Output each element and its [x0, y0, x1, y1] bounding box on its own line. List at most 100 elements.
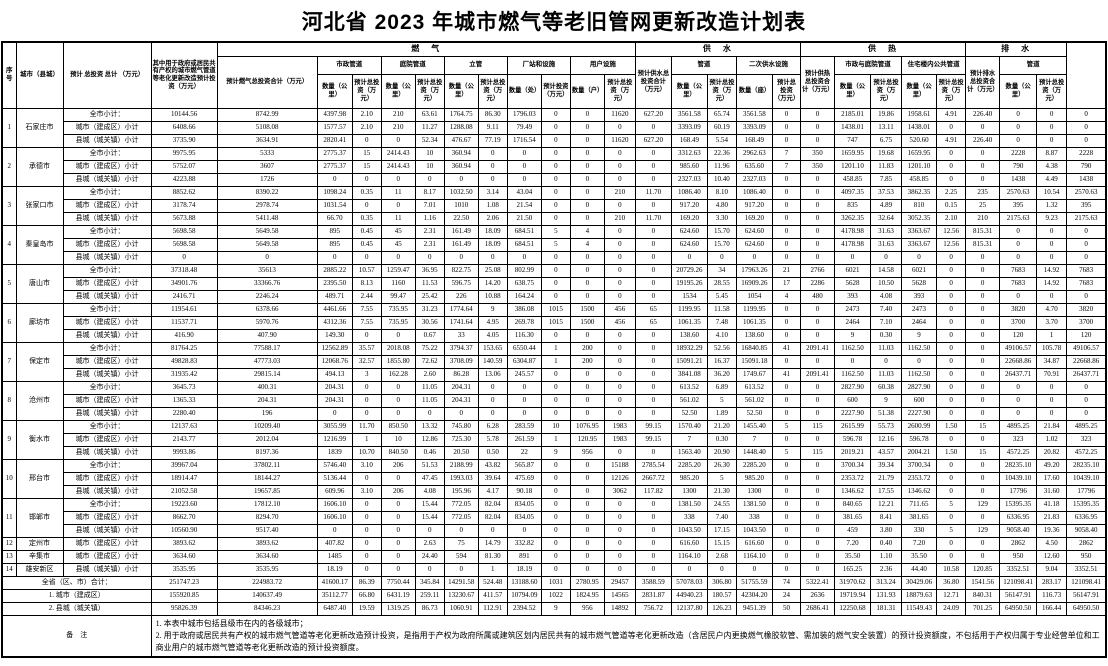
cell-value: 790 — [1066, 159, 1107, 174]
cell-value: 624.60 — [735, 237, 773, 252]
cell-row-label: 县城（城关镇）小计 — [62, 172, 152, 187]
header-group-drainage: 排 水 — [965, 41, 1068, 57]
cell-value: 0 — [771, 523, 801, 538]
cell-value: 0 — [477, 406, 508, 421]
cell-value: 0 — [965, 159, 1001, 174]
cell-value: 3535.95 — [216, 562, 318, 577]
cell-value: 456 — [603, 315, 636, 330]
cell-value: 77588.17 — [216, 341, 318, 356]
cell-value: 2.31 — [414, 224, 445, 239]
cell-value: 1199.95 — [670, 302, 708, 317]
cell-value: 4097.35 — [833, 185, 872, 200]
cell-value: 0 — [540, 276, 571, 291]
cell-value: 0 — [316, 250, 353, 265]
cell-value: 0 — [799, 354, 836, 369]
cell-value: 480 — [799, 289, 836, 304]
cell-value: 0 — [603, 406, 636, 421]
cell-value: 25.08 — [477, 263, 508, 278]
cell-value: 180.57 — [706, 588, 737, 603]
table-row: 2 承德市 全市小计： 9975.95 5333 2775.37 15 2414.43 10 36… — [1, 146, 1107, 187]
cell-value: 8852.62 — [150, 185, 218, 200]
cell-value: 4397.98 — [316, 107, 353, 122]
cell-value: 0 — [1036, 289, 1068, 304]
cell-value: 269.78 — [506, 315, 542, 330]
cell-value: 0 — [603, 120, 636, 135]
cell-value: 0 — [477, 146, 508, 161]
cell-value: 18932.29 — [670, 341, 708, 356]
cell-value: 15395.35 — [999, 497, 1038, 512]
cell-value: 3700.34 — [833, 458, 872, 473]
cell-value: 6378.66 — [216, 302, 318, 317]
cell-value: 210 — [603, 211, 636, 226]
cell-value: 9.11 — [477, 120, 508, 135]
cell-value: 0 — [771, 185, 801, 200]
cell-value: 29815.14 — [216, 367, 318, 382]
header-heat-inv: 预计总投资（万元） — [936, 73, 967, 109]
cell-value: 0 — [936, 146, 967, 161]
cell-value: 4312.36 — [316, 315, 353, 330]
cell-value: 735.95 — [380, 315, 416, 330]
cell-value: 8.41 — [870, 510, 903, 525]
cell-value: 701.25 — [965, 601, 1001, 616]
cell-value: 772.05 — [443, 510, 479, 525]
cell-value: 0 — [936, 536, 967, 551]
table-row: 6 廊坊市 全市小计： 11954.61 6378.66 4461.66 7.55 735.9… — [1, 302, 1107, 343]
cell-value: 0 — [936, 341, 967, 356]
cell-value: 11620 — [603, 107, 636, 122]
cell-city: 廊坊市 — [15, 302, 64, 343]
cell-value: 19.36 — [1036, 523, 1068, 538]
cell-value: 195.96 — [443, 484, 479, 499]
cell-value: 725.30 — [443, 432, 479, 447]
cell-value: 0 — [569, 211, 605, 226]
cell-value: 1086.40 — [735, 185, 773, 200]
cell-value: 3.14 — [477, 185, 508, 200]
cell-value: 3700 — [999, 315, 1038, 330]
cell-value: 0 — [603, 224, 636, 239]
cell-value: 65.74 — [706, 107, 737, 122]
table-row: 城市（建成区）小计 5698.58 5649.58 895 0.45 45 2.31 161.… — [2, 237, 1107, 252]
cell-value: 1 — [540, 354, 571, 369]
cell-value: 1346.62 — [833, 484, 872, 499]
cell-value: 0 — [771, 471, 801, 486]
cell-value: 36.95 — [414, 263, 445, 278]
cell-value: 338 — [670, 510, 708, 525]
cell-value: 0 — [799, 328, 836, 343]
cell-value: 169.20 — [735, 211, 773, 226]
cell-value: 6431.19 — [380, 588, 416, 603]
header-gas-sub: 立管 — [443, 55, 508, 75]
cell-value: 24 — [771, 588, 801, 603]
cell-row-label: 全市小计： — [62, 185, 152, 200]
cell-value: 1993.03 — [443, 471, 479, 486]
cell-value: 0 — [603, 536, 636, 551]
cell-value: 60.38 — [870, 380, 903, 395]
cell-value: 3062 — [603, 484, 636, 499]
cell-value: 0 — [569, 471, 605, 486]
cell-value: 0 — [771, 549, 801, 564]
cell-value: 0 — [603, 146, 636, 161]
cell-value: 0 — [569, 276, 605, 291]
cell-value: 0 — [771, 237, 801, 252]
cell-value: 1164.10 — [735, 549, 773, 564]
cell-value: 21.30 — [706, 484, 737, 499]
cell-value: 2227.90 — [833, 406, 872, 421]
cell-value: 1824.95 — [569, 588, 605, 603]
cell-value: 2.10 — [351, 120, 382, 135]
cell-value: 12.60 — [1036, 549, 1068, 564]
cell-value: 4.91 — [936, 133, 967, 148]
cell-value: 90.18 — [506, 484, 542, 499]
cell-value: 0 — [477, 380, 508, 395]
cell-value: 210 — [380, 107, 416, 122]
cell-value: 0 — [351, 406, 382, 421]
cell-value: 3893.62 — [216, 536, 318, 551]
cell-summary-label: 全省（区、市）合计： — [1, 575, 152, 590]
cell-value: 0 — [634, 497, 672, 512]
cell-value: 2827.90 — [901, 380, 938, 395]
header-gas-sub: 市政管道 — [316, 55, 382, 75]
table-header: 序号 城市（县城） 预计 总投资 总计 （万元） 其中用于政府或居民共有产权的城市燃气… — [1, 41, 1106, 109]
cell-value: 8294.70 — [216, 510, 318, 525]
cell-value: 0 — [799, 250, 836, 265]
cell-value: 25 — [965, 198, 1001, 213]
cell-value: 9517.40 — [216, 523, 318, 538]
cell-value: 3588.59 — [634, 575, 672, 590]
cell-row-label: 全市小计： — [62, 146, 152, 161]
